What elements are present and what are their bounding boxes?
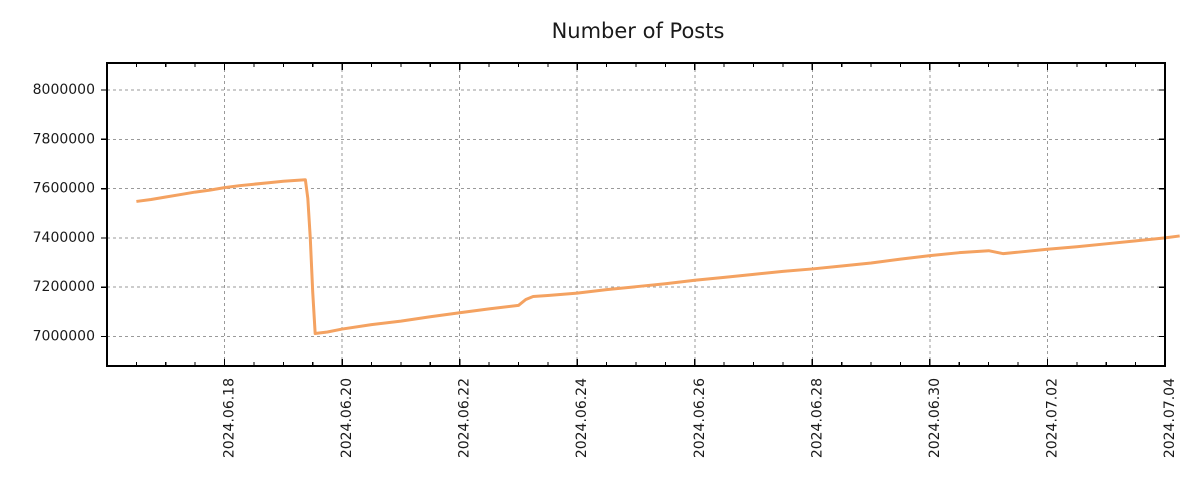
x-tick-label: 2024.06.30: [927, 378, 943, 458]
y-tick-label: 7400000: [33, 230, 95, 246]
x-tick-label: 2024.06.28: [809, 378, 825, 458]
x-tick-label: 2024.06.26: [692, 378, 708, 458]
x-tick-label: 2024.06.20: [339, 378, 355, 458]
x-tick-label: 2024.06.18: [222, 378, 238, 458]
y-tick-label: 7800000: [33, 131, 95, 147]
x-tick-label: 2024.06.22: [457, 378, 473, 458]
data-series-group: [136, 178, 1180, 335]
x-tick-labels: 2024.06.18 2024.06.20 2024.06.22 2024.06.24…: [222, 378, 1178, 458]
chart-title: Number of Posts: [552, 19, 725, 43]
x-tick-label: 2024.07.04: [1162, 378, 1178, 458]
series-line-0: [136, 178, 1180, 335]
y-tick-label: 8000000: [33, 82, 95, 98]
y-tick-label: 7000000: [33, 328, 95, 344]
y-tick-label: 7200000: [33, 279, 95, 295]
y-tick-labels: 7000000 7200000 7400000 7600000 7800000 80000…: [33, 82, 95, 344]
x-tick-label: 2024.06.24: [574, 378, 590, 458]
x-tick-label: 2024.07.02: [1044, 378, 1060, 458]
plot-frame: [106, 62, 1166, 367]
y-tick-label: 7600000: [33, 181, 95, 197]
